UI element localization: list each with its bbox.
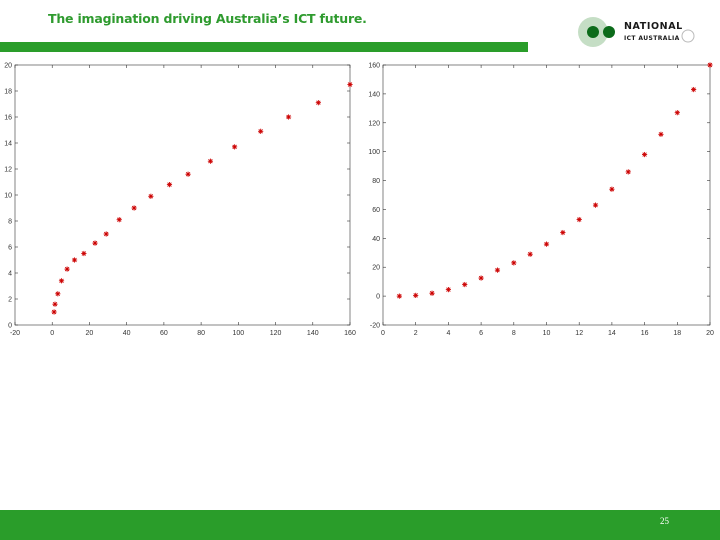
data-point bbox=[478, 275, 484, 281]
x-tick-label: 140 bbox=[307, 330, 319, 337]
data-point bbox=[315, 100, 321, 106]
data-point bbox=[52, 301, 58, 307]
x-tick-label: 160 bbox=[344, 330, 356, 337]
y-tick-label: 12 bbox=[4, 167, 12, 174]
data-point bbox=[285, 114, 292, 120]
x-tick-label: 10 bbox=[543, 330, 551, 337]
data-point bbox=[429, 290, 435, 296]
data-point bbox=[445, 287, 451, 293]
data-point bbox=[64, 266, 70, 272]
data-point bbox=[116, 217, 122, 223]
x-tick-label: 40 bbox=[123, 330, 131, 337]
tagline: The imagination driving Australia’s ICT … bbox=[48, 11, 367, 26]
x-tick-label: 0 bbox=[381, 330, 385, 337]
data-point bbox=[674, 110, 680, 116]
logo-mark-icon bbox=[578, 17, 615, 47]
data-point bbox=[103, 231, 109, 237]
data-point bbox=[347, 81, 353, 88]
data-point bbox=[131, 205, 137, 211]
y-tick-label: 8 bbox=[8, 219, 12, 226]
data-point bbox=[81, 250, 87, 257]
x-tick-label: 8 bbox=[512, 330, 516, 337]
data-point bbox=[641, 151, 648, 158]
x-tick-label: 6 bbox=[479, 330, 483, 337]
x-tick-label: 0 bbox=[50, 330, 54, 337]
axes-frame bbox=[382, 64, 711, 326]
x-tick-label: 4 bbox=[446, 330, 450, 337]
y-tick-label: 120 bbox=[368, 120, 380, 127]
data-point bbox=[51, 309, 57, 315]
logo-text-ict-australia: ICT AUSTRALIA bbox=[624, 35, 680, 42]
y-tick-label: 16 bbox=[4, 115, 12, 122]
y-tick-label: 0 bbox=[8, 323, 12, 330]
y-tick-label: 20 bbox=[372, 265, 380, 272]
y-tick-label: 160 bbox=[368, 63, 380, 70]
x-tick-label: 20 bbox=[86, 330, 94, 337]
y-tick-label: 40 bbox=[372, 236, 380, 243]
x-tick-label: 14 bbox=[608, 330, 616, 337]
logo-text-national: NATIONAL bbox=[624, 21, 683, 32]
chart-left: -20 0 20 40 60 80 100 120 140 1600246810121416182… bbox=[4, 63, 356, 338]
x-tick-label: -20 bbox=[10, 330, 20, 337]
data-point bbox=[658, 131, 664, 137]
page-number: 25 bbox=[660, 516, 669, 526]
data-point bbox=[609, 186, 615, 192]
data-point bbox=[166, 182, 173, 188]
logo-dot-left bbox=[587, 26, 599, 38]
x-tick-label: 80 bbox=[197, 330, 205, 337]
header-green-bar bbox=[0, 42, 528, 52]
data-point bbox=[396, 293, 402, 299]
scatter-plots: -20 0 20 40 60 80 100 120 140 1600246810121416182… bbox=[4, 62, 714, 338]
y-tick-label: 60 bbox=[372, 207, 380, 214]
data-point bbox=[71, 257, 78, 263]
footer-green-bar: 25 bbox=[0, 510, 720, 540]
data-point bbox=[462, 281, 468, 288]
data-point bbox=[511, 260, 517, 266]
x-tick-label: 18 bbox=[673, 330, 681, 337]
x-tick-label: 12 bbox=[575, 330, 583, 337]
data-point bbox=[527, 251, 533, 257]
data-point bbox=[55, 291, 61, 297]
data-point bbox=[543, 241, 550, 247]
data-point bbox=[185, 171, 191, 177]
data-point bbox=[592, 202, 599, 208]
logo-ring-icon bbox=[681, 29, 695, 43]
y-tick-label: 14 bbox=[4, 141, 12, 148]
x-tick-label: 16 bbox=[641, 330, 649, 337]
data-point bbox=[707, 62, 713, 68]
y-tick-label: 0 bbox=[376, 294, 380, 301]
x-tick-label: 20 bbox=[706, 330, 714, 337]
chart-right: 0 2 4 6 8 10 12 14 16 18 20-2002040608010012014016… bbox=[368, 62, 714, 337]
axes-frame bbox=[14, 64, 351, 326]
y-tick-label: 10 bbox=[4, 193, 12, 200]
x-tick-label: 120 bbox=[270, 330, 282, 337]
y-tick-label: 140 bbox=[368, 91, 380, 98]
data-point bbox=[413, 292, 419, 298]
y-tick-label: 18 bbox=[4, 89, 12, 96]
y-tick-label: 100 bbox=[368, 149, 380, 156]
data-point bbox=[691, 86, 697, 93]
data-point bbox=[494, 267, 501, 273]
data-point bbox=[232, 144, 238, 150]
x-tick-label: 60 bbox=[160, 330, 168, 337]
data-point bbox=[560, 229, 566, 236]
data-point bbox=[576, 216, 582, 223]
y-tick-label: 80 bbox=[372, 178, 380, 185]
data-point bbox=[207, 158, 214, 164]
data-point bbox=[58, 278, 65, 284]
y-tick-label: 6 bbox=[8, 245, 12, 252]
x-tick-label: 100 bbox=[232, 330, 244, 337]
logo-dot-right bbox=[603, 26, 615, 38]
data-point bbox=[148, 193, 154, 199]
nicta-logo: NATIONAL ICT AUSTRALIA bbox=[576, 12, 716, 52]
y-tick-label: -20 bbox=[370, 323, 380, 330]
x-tick-label: 2 bbox=[414, 330, 418, 337]
data-point bbox=[625, 169, 631, 175]
y-tick-label: 2 bbox=[8, 297, 12, 304]
y-tick-label: 20 bbox=[4, 63, 12, 70]
y-tick-label: 4 bbox=[8, 271, 12, 278]
data-point bbox=[258, 128, 264, 134]
data-point bbox=[92, 240, 98, 246]
